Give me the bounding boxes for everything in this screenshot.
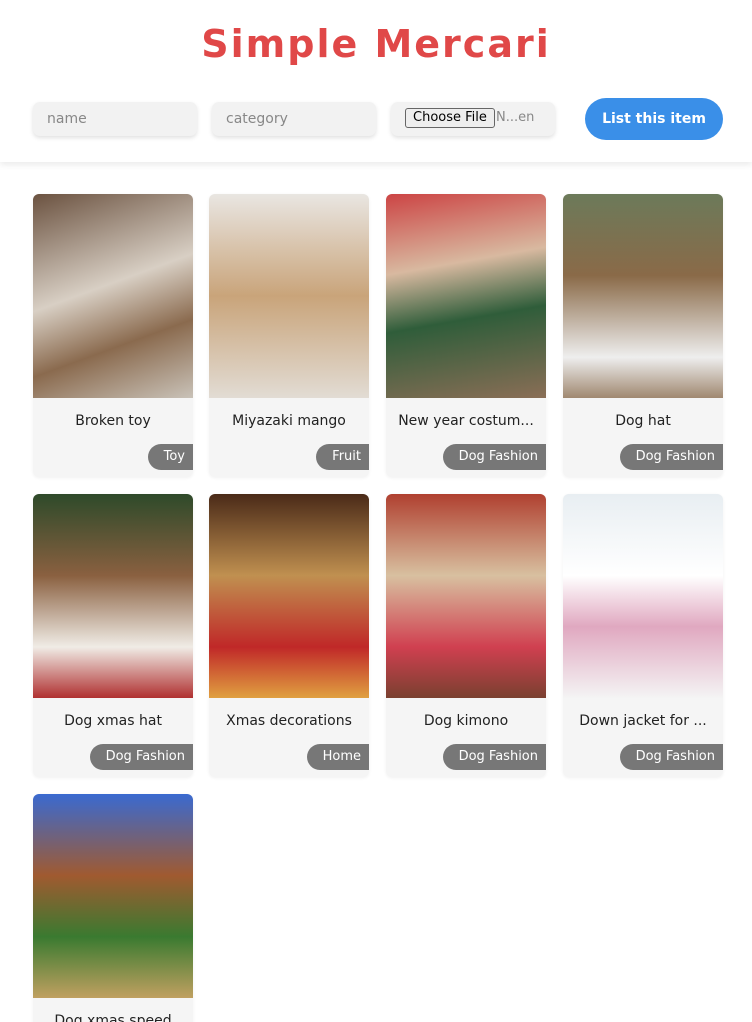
item-name: Dog hat: [615, 413, 671, 429]
item-name: Dog xmas hat: [64, 713, 162, 729]
item-card[interactable]: Broken toy Toy: [33, 194, 193, 477]
item-card[interactable]: Down jacket for ... Dog Fashion: [563, 494, 723, 777]
item-category: Dog Fashion: [442, 744, 546, 770]
item-photo: [33, 194, 193, 398]
choose-file-button[interactable]: Choose File: [405, 108, 495, 128]
item-photo: [386, 194, 546, 398]
item-name: Dog kimono: [423, 713, 509, 729]
item-photo: [386, 494, 546, 698]
item-name: Broken toy: [75, 413, 151, 429]
item-card[interactable]: New year costum... Dog Fashion: [386, 194, 546, 477]
item-name: Down jacket for ...: [579, 713, 707, 729]
item-photo: [209, 194, 369, 398]
item-photo: [209, 494, 369, 698]
item-photo: [563, 494, 723, 698]
item-name: New year costum...: [398, 413, 534, 429]
item-photo: [33, 794, 193, 998]
item-card[interactable]: Dog xmas hat Dog Fashion: [33, 494, 193, 777]
item-photo: [33, 494, 193, 698]
title: Simple Mercari: [201, 22, 551, 66]
item-card[interactable]: Miyazaki mango Fruit: [209, 194, 369, 477]
item-name: Xmas decorations: [226, 713, 352, 729]
item-photo: [563, 194, 723, 398]
item-card[interactable]: Xmas decorations Home: [209, 494, 369, 777]
name-input[interactable]: name: [33, 102, 197, 136]
item-name: Dog xmas speed: [54, 1013, 172, 1022]
item-card[interactable]: Dog hat Dog Fashion: [563, 194, 723, 477]
item-category: Dog Fashion: [442, 444, 546, 470]
item-name: Miyazaki mango: [232, 413, 346, 429]
item-category: Fruit: [316, 444, 369, 470]
item-category: Toy: [147, 444, 193, 470]
item-category: Dog Fashion: [619, 744, 723, 770]
item-category: Dog Fashion: [89, 744, 193, 770]
category-input[interactable]: category: [212, 102, 376, 136]
item-category: Dog Fashion: [619, 444, 723, 470]
submit-button[interactable]: List this item: [585, 98, 723, 140]
file-input: Choose File N...en: [391, 102, 555, 136]
item-card[interactable]: Dog xmas speed: [33, 794, 193, 1022]
header: Simple Mercari name category Choose File…: [0, 0, 752, 162]
item-card[interactable]: Dog kimono Dog Fashion: [386, 494, 546, 777]
item-category: Home: [306, 744, 369, 770]
file-status: N...en: [496, 110, 535, 125]
